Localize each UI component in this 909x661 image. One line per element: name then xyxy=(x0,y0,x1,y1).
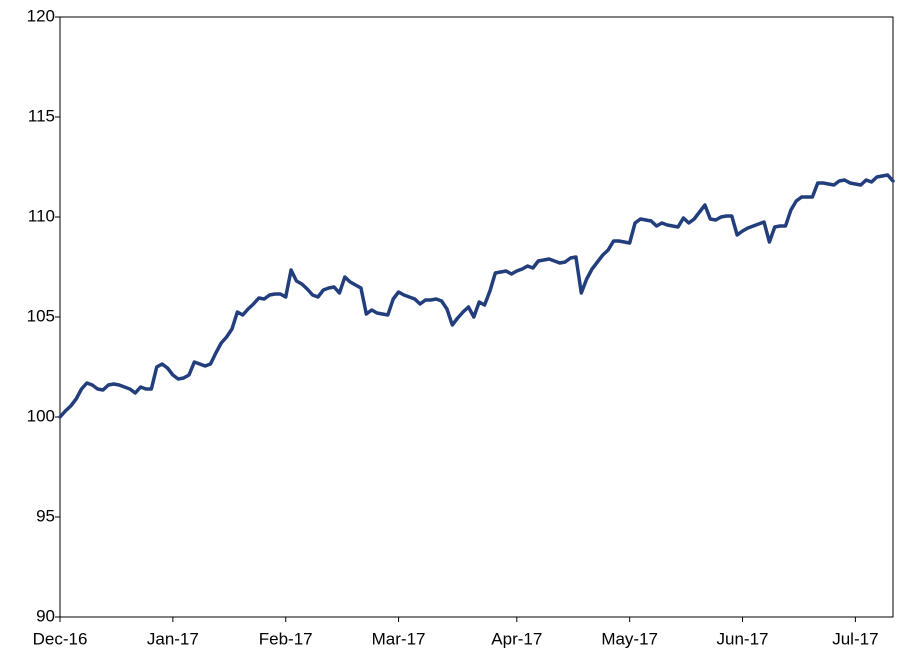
y-tick-label: 110 xyxy=(28,206,55,225)
y-tick-label: 90 xyxy=(36,606,55,625)
plot-frame xyxy=(59,16,894,618)
x-tick-label: Feb-17 xyxy=(259,629,313,648)
x-tick-label: Apr-17 xyxy=(491,629,542,648)
x-tick-label: Dec-16 xyxy=(33,629,88,648)
y-tick-label: 100 xyxy=(27,406,55,425)
x-tick-label: Jul-17 xyxy=(832,629,878,648)
data-line xyxy=(58,173,895,419)
x-tick-label: Jun-17 xyxy=(717,629,769,648)
y-tick-label: 115 xyxy=(28,106,55,125)
x-tick-label: Jan-17 xyxy=(147,629,199,648)
y-tick-label: 105 xyxy=(27,306,55,325)
y-tick-label: 120 xyxy=(27,6,55,25)
x-tick-label: May-17 xyxy=(601,629,658,648)
x-tick-label: Mar-17 xyxy=(372,629,426,648)
y-tick-label: 95 xyxy=(36,506,55,525)
